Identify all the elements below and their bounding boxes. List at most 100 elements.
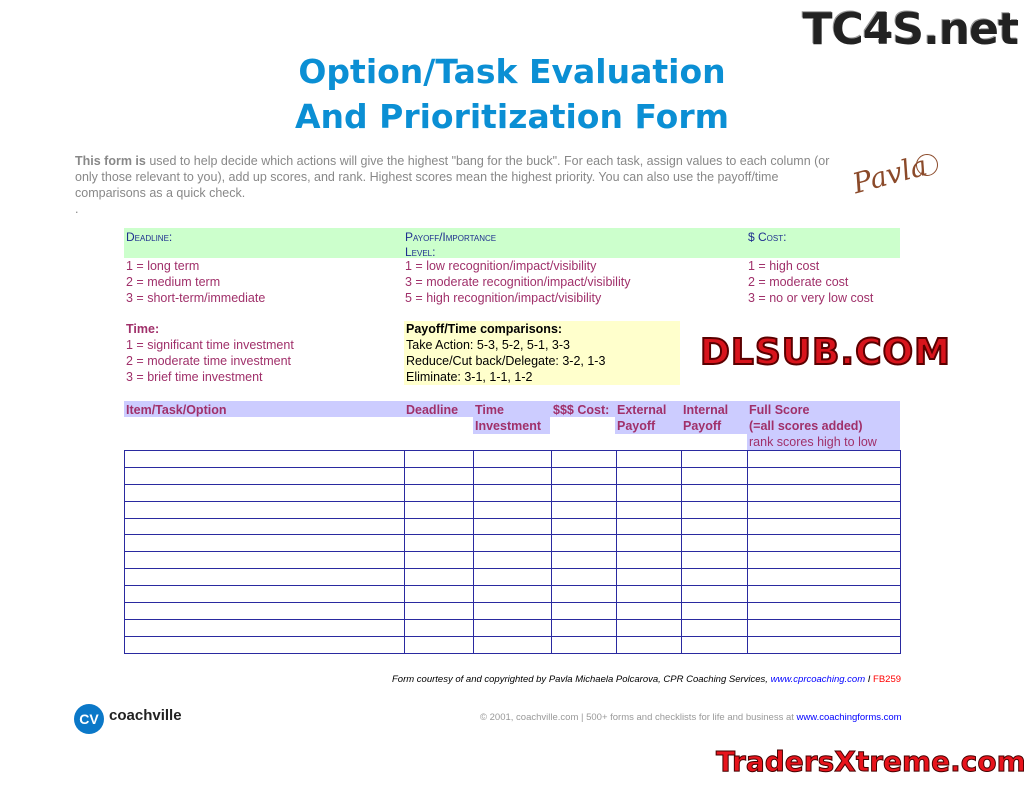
table-cell[interactable] <box>681 618 748 637</box>
table-cell[interactable] <box>747 618 901 637</box>
table-cell[interactable] <box>551 534 617 553</box>
table-cell[interactable] <box>404 635 474 654</box>
table-cell[interactable] <box>404 466 474 485</box>
table-cell[interactable] <box>551 551 617 570</box>
table-cell[interactable] <box>404 618 474 637</box>
table-row <box>124 466 901 485</box>
table-cell[interactable] <box>404 568 474 587</box>
table-cell[interactable] <box>124 618 405 637</box>
table-cell[interactable] <box>473 568 552 587</box>
table-cell[interactable] <box>473 618 552 637</box>
table-cell[interactable] <box>681 551 748 570</box>
deadline-item: 3 = short-term/immediate <box>126 291 266 305</box>
watermark-tradersxtreme: TradersXtreme.com <box>716 745 1024 779</box>
table-cell[interactable] <box>747 602 901 620</box>
table-cell[interactable] <box>124 517 405 536</box>
table-cell[interactable] <box>616 500 682 519</box>
table-cell[interactable] <box>747 568 901 587</box>
table-cell[interactable] <box>124 635 405 654</box>
table-cell[interactable] <box>124 466 405 485</box>
table-cell[interactable] <box>616 534 682 553</box>
table-cell[interactable] <box>616 517 682 536</box>
table-cell[interactable] <box>551 602 617 620</box>
table-cell[interactable] <box>747 450 901 468</box>
table-cell[interactable] <box>681 500 748 519</box>
evaluation-table <box>124 450 901 654</box>
table-cell[interactable] <box>681 602 748 620</box>
table-cell[interactable] <box>473 602 552 620</box>
table-cell[interactable] <box>551 466 617 485</box>
sun-face-icon <box>916 154 938 176</box>
title-line-2: And Prioritization Form <box>294 97 729 136</box>
table-cell[interactable] <box>551 585 617 604</box>
table-cell[interactable] <box>747 483 901 502</box>
table-cell[interactable] <box>404 500 474 519</box>
logo-text: coachville <box>109 706 182 724</box>
table-cell[interactable] <box>616 466 682 485</box>
table-cell[interactable] <box>473 517 552 536</box>
table-cell[interactable] <box>616 551 682 570</box>
table-cell[interactable] <box>404 450 474 468</box>
table-cell[interactable] <box>616 450 682 468</box>
table-cell[interactable] <box>681 483 748 502</box>
table-cell[interactable] <box>551 635 617 654</box>
table-cell[interactable] <box>681 568 748 587</box>
table-cell[interactable] <box>551 517 617 536</box>
table-cell[interactable] <box>681 466 748 485</box>
coachingforms-link[interactable]: www.coachingforms.com <box>796 712 902 723</box>
table-cell[interactable] <box>404 483 474 502</box>
table-cell[interactable] <box>404 551 474 570</box>
table-cell[interactable] <box>473 466 552 485</box>
table-cell[interactable] <box>616 635 682 654</box>
table-cell[interactable] <box>747 466 901 485</box>
table-cell[interactable] <box>616 568 682 587</box>
table-cell[interactable] <box>473 450 552 468</box>
table-cell[interactable] <box>681 585 748 604</box>
comparisons-box: Payoff/Time comparisons: Take Action: 5-… <box>404 321 680 385</box>
table-cell[interactable] <box>473 635 552 654</box>
table-cell[interactable] <box>551 568 617 587</box>
table-cell[interactable] <box>747 500 901 519</box>
table-cell[interactable] <box>124 483 405 502</box>
table-cell[interactable] <box>551 450 617 468</box>
table-cell[interactable] <box>747 551 901 570</box>
table-cell[interactable] <box>551 483 617 502</box>
cprcoaching-link[interactable]: www.cprcoaching.com <box>770 674 866 685</box>
table-cell[interactable] <box>616 483 682 502</box>
table-cell[interactable] <box>747 534 901 553</box>
table-row <box>124 568 901 587</box>
table-cell[interactable] <box>404 585 474 604</box>
col-item: Item/Task/Option <box>126 403 227 417</box>
table-cell[interactable] <box>616 602 682 620</box>
table-cell[interactable] <box>124 585 405 604</box>
table-cell[interactable] <box>616 618 682 637</box>
table-cell[interactable] <box>404 602 474 620</box>
table-cell[interactable] <box>404 517 474 536</box>
table-cell[interactable] <box>124 450 405 468</box>
table-cell[interactable] <box>124 551 405 570</box>
table-cell[interactable] <box>404 534 474 553</box>
table-cell[interactable] <box>473 500 552 519</box>
table-cell[interactable] <box>681 450 748 468</box>
table-cell[interactable] <box>681 635 748 654</box>
table-cell[interactable] <box>551 500 617 519</box>
coachville-logo: CV coachville <box>74 704 182 734</box>
table-cell[interactable] <box>747 635 901 654</box>
table-cell[interactable] <box>551 618 617 637</box>
col-cost: $$$ Cost: <box>553 403 610 417</box>
deadline-scale: 1 = long term 2 = medium term 3 = short-… <box>126 258 265 306</box>
table-cell[interactable] <box>616 585 682 604</box>
table-cell[interactable] <box>681 517 748 536</box>
table-cell[interactable] <box>124 568 405 587</box>
col-full-score: Full Score (=all scores added) rank scores… <box>749 403 877 449</box>
table-cell[interactable] <box>747 517 901 536</box>
table-cell[interactable] <box>473 551 552 570</box>
table-cell[interactable] <box>747 585 901 604</box>
table-cell[interactable] <box>124 534 405 553</box>
table-cell[interactable] <box>681 534 748 553</box>
table-cell[interactable] <box>124 500 405 519</box>
table-cell[interactable] <box>124 602 405 620</box>
table-cell[interactable] <box>473 483 552 502</box>
table-cell[interactable] <box>473 534 552 553</box>
table-cell[interactable] <box>473 585 552 604</box>
